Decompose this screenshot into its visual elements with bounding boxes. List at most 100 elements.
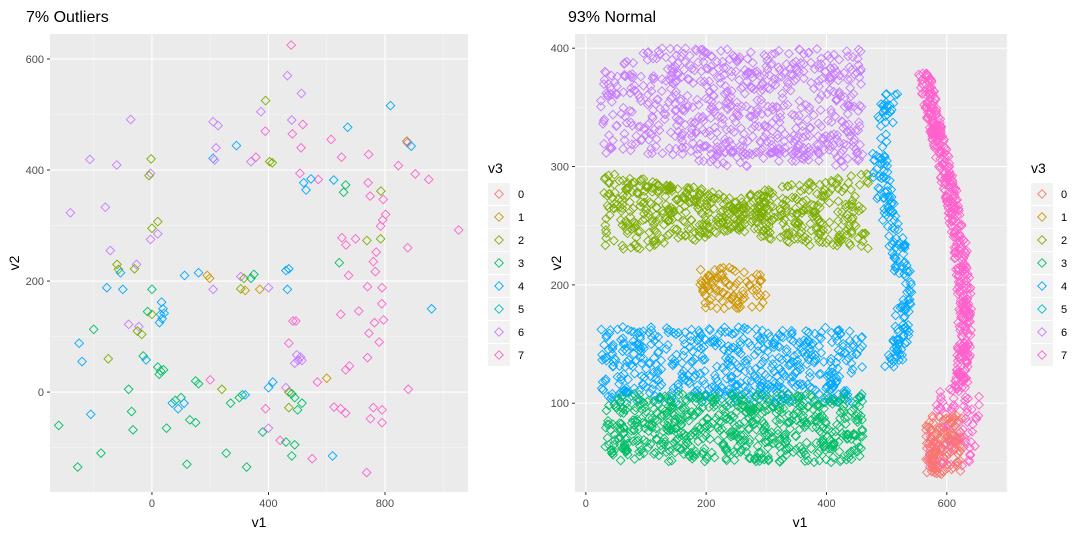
data-point-v3-1 <box>755 269 766 280</box>
data-point-v3-4 <box>834 371 845 382</box>
data-point-v3-3 <box>818 397 829 408</box>
data-point-v3-3 <box>774 441 785 452</box>
data-point-v3-6 <box>686 63 697 74</box>
data-point-v3-2 <box>623 182 634 193</box>
data-point-v3-7 <box>952 250 962 261</box>
data-point-v3-4 <box>668 383 679 394</box>
data-point-v3-6 <box>802 114 813 125</box>
data-point-v3-7 <box>924 89 935 100</box>
data-point-v3-2 <box>694 188 705 199</box>
data-point-v3-6 <box>729 52 740 63</box>
data-point-v3-3 <box>637 417 648 428</box>
data-point-v3-4 <box>793 362 804 373</box>
data-point-v3-0 <box>945 417 956 428</box>
data-point-v3-6 <box>673 115 684 126</box>
data-point-v3-7 <box>962 290 973 301</box>
data-point-v3-3 <box>826 439 836 450</box>
data-point-v3-4 <box>641 363 652 374</box>
data-point-v3-4 <box>282 284 293 295</box>
data-point-v3-6 <box>643 134 654 145</box>
data-point-v3-6 <box>804 131 815 141</box>
data-point-v3-3 <box>621 398 632 409</box>
data-point-v3-4 <box>890 211 901 222</box>
data-point-v3-6 <box>702 48 713 59</box>
data-point-v3-6 <box>813 76 824 86</box>
data-point-v3-4 <box>601 330 612 341</box>
data-point-v3-3 <box>846 446 857 457</box>
data-point-v3-6 <box>766 135 776 146</box>
data-point-v3-2 <box>692 192 703 203</box>
data-point-v3-7 <box>915 82 926 93</box>
data-point-v3-7 <box>957 332 968 343</box>
data-point-v3-2 <box>833 237 844 248</box>
data-point-v3-3 <box>854 451 865 462</box>
data-point-v3-7 <box>377 417 388 428</box>
data-point-v3-3 <box>809 457 820 468</box>
data-point-v3-4 <box>887 222 898 233</box>
data-point-v3-7 <box>336 232 347 243</box>
data-point-v3-7 <box>924 108 935 119</box>
data-point-v3-2 <box>703 208 714 219</box>
data-point-v3-3 <box>628 425 639 436</box>
data-point-v3-4 <box>596 324 607 335</box>
data-point-v3-3 <box>737 389 748 400</box>
data-point-v3-3 <box>819 413 830 424</box>
data-point-v3-3 <box>794 441 805 452</box>
data-point-v3-6 <box>816 59 826 69</box>
data-point-v3-4 <box>723 358 733 369</box>
data-point-v3-2 <box>656 233 667 244</box>
data-point-v3-4 <box>712 361 722 372</box>
data-point-v3-4 <box>844 326 855 337</box>
data-point-v3-6 <box>838 123 849 133</box>
data-point-v3-3 <box>840 419 851 429</box>
data-point-v3-6 <box>642 54 653 65</box>
data-point-v3-7 <box>350 233 361 244</box>
data-point-v3-4 <box>673 379 684 389</box>
data-point-v3-3 <box>729 455 740 466</box>
data-point-v3-6 <box>100 202 111 213</box>
data-point-v3-2 <box>635 201 646 211</box>
data-point-v3-3 <box>693 406 704 417</box>
data-point-v3-6 <box>845 74 856 85</box>
data-point-v3-4 <box>635 333 646 344</box>
data-point-v3-4 <box>875 133 886 144</box>
data-point-v3-3 <box>682 438 693 449</box>
data-point-v3-4 <box>889 343 899 354</box>
legend-key-v3-2 <box>494 235 504 245</box>
data-point-v3-3 <box>818 422 828 433</box>
data-point-v3-7 <box>961 275 972 286</box>
data-point-v3-7 <box>423 174 434 185</box>
data-point-v3-7 <box>275 435 286 446</box>
data-point-v3-4 <box>755 333 766 344</box>
x-tick-label: 400 <box>259 498 277 510</box>
data-point-v3-6 <box>758 153 769 164</box>
data-point-v3-6 <box>664 143 675 154</box>
data-point-v3-0 <box>934 422 945 433</box>
data-point-v3-6 <box>636 71 646 82</box>
data-point-v3-4 <box>889 215 900 226</box>
data-point-v3-0 <box>930 464 941 475</box>
data-point-v3-4 <box>775 331 786 342</box>
data-point-v3-2 <box>634 181 645 192</box>
data-point-v3-3 <box>835 456 846 467</box>
data-point-v3-2 <box>686 214 697 225</box>
data-point-v3-4 <box>827 337 837 348</box>
data-point-v3-2 <box>760 197 771 208</box>
data-point-v3-4 <box>899 243 910 254</box>
data-point-v3-6 <box>708 91 719 102</box>
data-point-v3-3 <box>791 431 802 442</box>
data-point-v3-7 <box>340 364 351 375</box>
data-point-v3-6 <box>755 71 766 82</box>
data-point-v3-2 <box>781 222 791 233</box>
legend-key-box <box>1031 275 1053 297</box>
data-point-v3-6 <box>749 67 760 78</box>
data-point-v3-3 <box>632 432 643 443</box>
data-point-v3-3 <box>612 420 623 431</box>
data-point-v3-3 <box>852 437 862 448</box>
data-point-v3-2 <box>679 216 690 227</box>
data-point-v3-7 <box>402 242 413 253</box>
data-point-v3-6 <box>693 57 704 68</box>
data-point-v3-0 <box>925 445 936 456</box>
data-point-v3-4 <box>777 325 788 336</box>
data-point-v3-6 <box>680 57 691 68</box>
